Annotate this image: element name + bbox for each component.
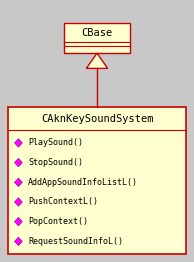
Text: StopSound(): StopSound() <box>28 158 83 167</box>
Text: CAknKeySoundSystem: CAknKeySoundSystem <box>41 114 153 124</box>
Text: RequestSoundInfoL(): RequestSoundInfoL() <box>28 237 123 246</box>
Bar <box>64 23 130 53</box>
Polygon shape <box>15 178 22 187</box>
Polygon shape <box>15 139 22 147</box>
Text: AddAppSoundInfoListL(): AddAppSoundInfoListL() <box>28 178 138 187</box>
Polygon shape <box>15 159 22 167</box>
Polygon shape <box>15 198 22 206</box>
Polygon shape <box>15 237 22 245</box>
Text: PlaySound(): PlaySound() <box>28 138 83 148</box>
Polygon shape <box>86 53 108 68</box>
Bar <box>8 107 186 254</box>
Polygon shape <box>15 217 22 226</box>
Text: CBase: CBase <box>81 29 113 39</box>
Text: PopContext(): PopContext() <box>28 217 88 226</box>
Text: PushContextL(): PushContextL() <box>28 198 98 206</box>
